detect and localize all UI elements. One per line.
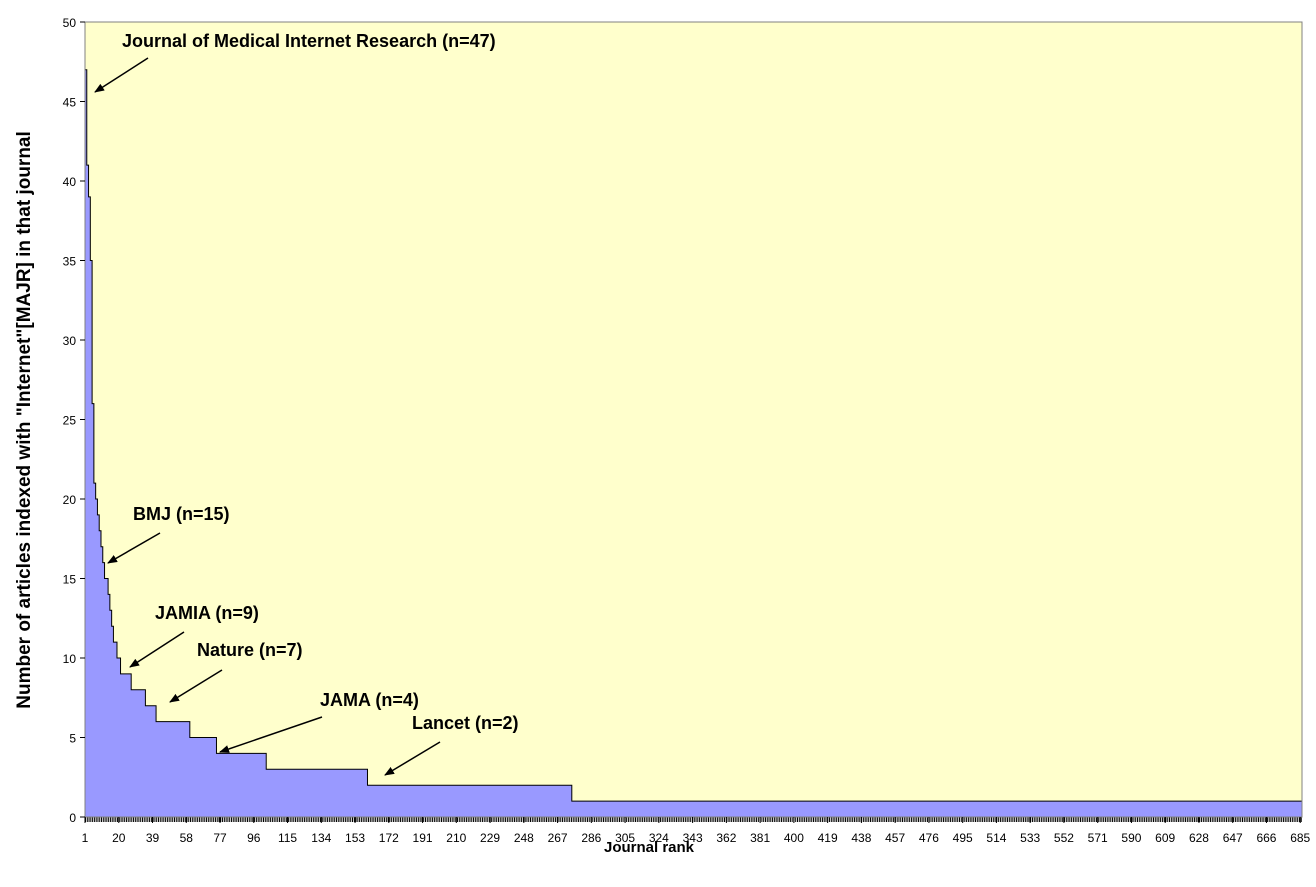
x-tick-label: 39 (146, 831, 160, 845)
x-tick-label: 191 (413, 831, 433, 845)
annotation: JAMA (n=4) (320, 690, 419, 710)
y-axis-label: Number of articles indexed with "Interne… (14, 131, 35, 709)
x-tick-label: 514 (986, 831, 1006, 845)
x-tick-label: 324 (649, 831, 669, 845)
y-tick-label: 30 (63, 334, 77, 348)
x-tick-label: 419 (818, 831, 838, 845)
y-tick-label: 50 (63, 16, 77, 30)
x-tick-label: 286 (581, 831, 601, 845)
x-tick-label: 77 (213, 831, 227, 845)
step-area (84, 69, 1303, 818)
x-tick-label: 476 (919, 831, 939, 845)
x-tick-label: 305 (615, 831, 635, 845)
y-tick-label: 15 (63, 573, 77, 587)
y-tick-label: 0 (69, 811, 76, 825)
annotation: Lancet (n=2) (412, 713, 519, 733)
annotation-arrow (169, 669, 223, 703)
x-tick-label: 647 (1223, 831, 1243, 845)
x-tick-label: 115 (278, 831, 297, 845)
annotation: Journal of Medical Internet Research (n=… (122, 31, 496, 51)
annotation-arrow (219, 716, 323, 753)
y-tick-label: 10 (63, 652, 77, 666)
x-tick-label: 20 (112, 831, 126, 845)
x-tick-label: 628 (1189, 831, 1209, 845)
x-tick-label: 1 (82, 831, 89, 845)
x-tick-label: 267 (548, 831, 568, 845)
x-tick-label: 153 (345, 831, 365, 845)
x-tick-label: 58 (180, 831, 194, 845)
x-tick-label: 210 (446, 831, 466, 845)
x-tick-label: 571 (1088, 831, 1108, 845)
x-tick-label: 457 (885, 831, 905, 845)
x-tick-label: 400 (784, 831, 804, 845)
y-tick-label: 20 (63, 493, 77, 507)
plot-area (85, 22, 1302, 817)
x-tick-label: 552 (1054, 831, 1074, 845)
annotation-arrow (94, 57, 149, 93)
y-tick-label: 35 (63, 255, 77, 269)
x-tick-label: 362 (716, 831, 736, 845)
x-tick-label: 172 (379, 831, 399, 845)
annotation: JAMIA (n=9) (155, 603, 259, 623)
annotation: Nature (n=7) (197, 640, 303, 660)
annotation-arrow (129, 631, 185, 668)
x-tick-label: 609 (1155, 831, 1175, 845)
annotation-arrow (107, 532, 161, 564)
x-tick-label: 666 (1256, 831, 1276, 845)
y-tick-label: 45 (63, 96, 77, 110)
x-tick-label: 248 (514, 831, 534, 845)
annotation-arrow (384, 741, 441, 776)
x-tick-label: 438 (851, 831, 871, 845)
x-tick-label: 533 (1020, 831, 1040, 845)
x-tick-label: 229 (480, 831, 500, 845)
x-axis-label: Journal rank (604, 839, 695, 856)
y-tick-label: 5 (69, 732, 76, 746)
x-tick-label: 381 (750, 831, 770, 845)
x-tick-label: 134 (311, 831, 331, 845)
x-tick-label: 343 (683, 831, 703, 845)
x-tick-label: 590 (1121, 831, 1141, 845)
annotation: BMJ (n=15) (133, 504, 230, 524)
x-tick-label: 96 (247, 831, 261, 845)
y-tick-label: 25 (63, 414, 77, 428)
y-tick-label: 40 (63, 175, 77, 189)
x-tick-label: 685 (1290, 831, 1310, 845)
x-tick-label: 495 (953, 831, 973, 845)
